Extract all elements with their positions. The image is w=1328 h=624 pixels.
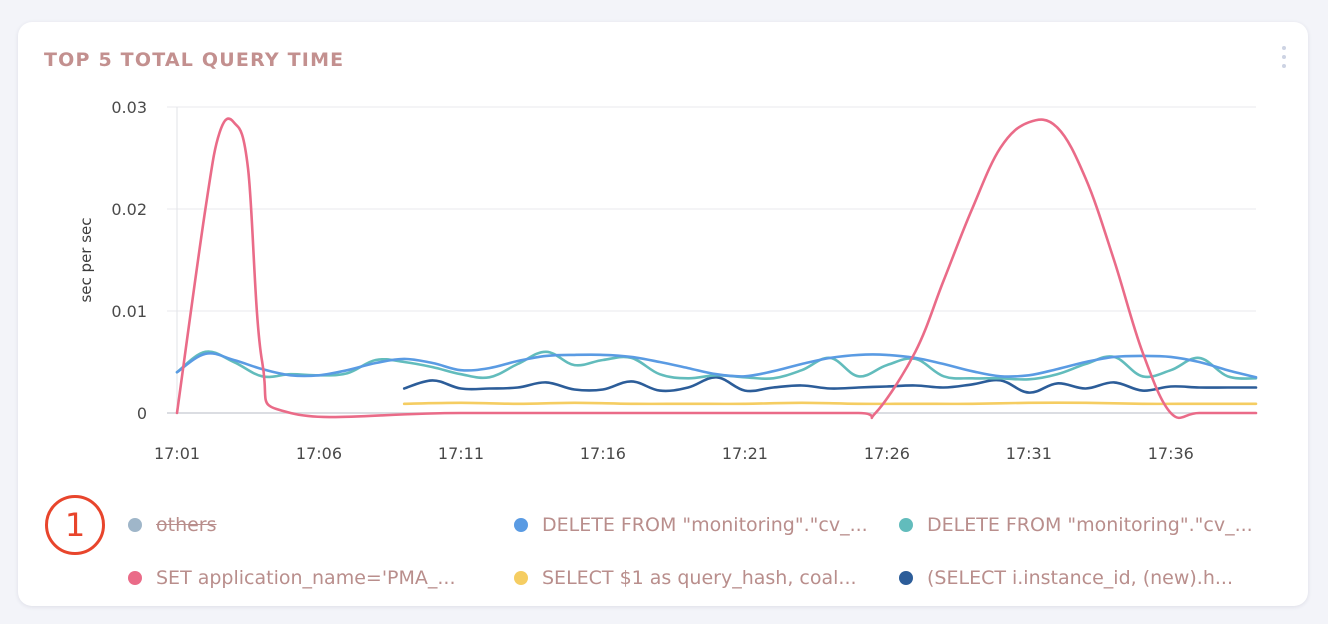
x-tick-label: 17:16 [580,444,626,463]
x-tick-label: 17:21 [722,444,768,463]
legend-dot [899,571,913,585]
y-tick-label: 0.01 [111,302,147,321]
legend-dot [128,571,142,585]
kebab-menu-icon[interactable] [1278,46,1290,68]
legend-dot [128,518,142,532]
legend-item-others[interactable]: others [128,512,468,538]
series-line-1 [175,352,1258,379]
x-tick-label: 17:06 [296,444,342,463]
y-tick-label: 0.03 [111,98,147,117]
legend-dot [514,518,528,532]
series-line-5 [402,375,1258,394]
legend-dot [514,571,528,585]
x-tick-label: 17:31 [1006,444,1052,463]
legend-dot [899,518,913,532]
legend-item-delete-2[interactable]: DELETE FROM "monitoring"."cv_... [899,512,1259,538]
y-axis-label: sec per sec [77,217,95,302]
card-title: TOP 5 TOTAL QUERY TIME [44,49,345,71]
series-line-4 [402,401,1258,406]
y-tick-label: 0.02 [111,200,147,219]
legend-item-set-application[interactable]: SET application_name='PMA_... [128,565,498,591]
x-tick-label: 17:36 [1148,444,1194,463]
series-line-3 [175,117,1258,420]
x-tick-label: 17:01 [154,444,200,463]
x-tick-label: 17:11 [438,444,484,463]
step-badge: 1 [45,495,105,555]
chart-card: TOP 5 TOTAL QUERY TIME 1 others DELETE F… [18,22,1308,606]
y-tick-label: 0 [137,404,147,423]
chart-legend: others DELETE FROM "monitoring"."cv_... … [128,492,1278,589]
legend-item-select-instance[interactable]: (SELECT i.instance_id, (new).h... [899,565,1259,591]
legend-item-select-query-hash[interactable]: SELECT $1 as query_hash, coal... [514,565,874,591]
legend-item-delete-1[interactable]: DELETE FROM "monitoring"."cv_... [514,512,874,538]
x-tick-label: 17:26 [864,444,910,463]
